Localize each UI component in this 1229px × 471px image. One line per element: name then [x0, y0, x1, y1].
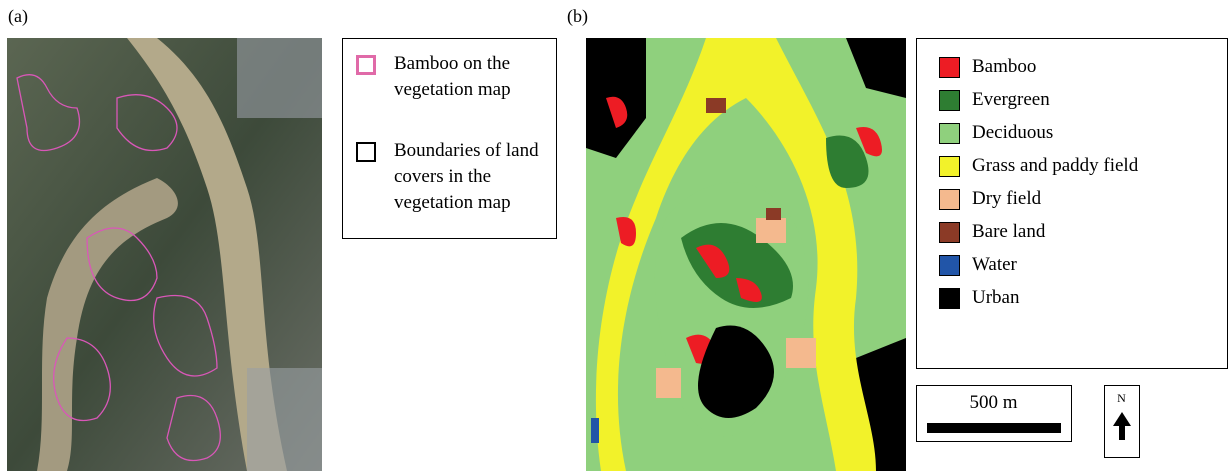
legend-text: Boundaries of land covers in the vegetat… [394, 138, 544, 216]
legend-swatch [939, 90, 960, 111]
satellite-image [7, 38, 322, 471]
legend-swatch [939, 189, 960, 210]
legend-swatch [939, 123, 960, 144]
legend-text: Deciduous [972, 120, 1053, 146]
legend-swatch [939, 288, 960, 309]
legend-text: Evergreen [972, 87, 1050, 113]
legend-text: Grass and paddy field [972, 153, 1138, 179]
panel-label: (b) [567, 6, 588, 27]
north-arrow-box: N [1104, 385, 1140, 458]
scale-bar [927, 423, 1061, 433]
legend-swatch [939, 156, 960, 177]
legend-swatch [356, 142, 376, 162]
legend-swatch [939, 255, 960, 276]
legend-text: Bare land [972, 219, 1045, 245]
legend-b: Bamboo Evergreen Deciduous Grass and paddy … [916, 38, 1228, 369]
legend-swatch [356, 55, 376, 75]
legend-text: Water [972, 252, 1017, 278]
legend-swatch [939, 57, 960, 78]
scale-bar-box: 500 m [916, 385, 1072, 442]
north-arrow [1111, 410, 1133, 442]
legend-text: Bamboo [972, 54, 1036, 80]
north-label: N [1105, 391, 1138, 406]
legend-text: Bamboo on the vegetation map [394, 51, 554, 103]
scale-bar-label: 500 m [917, 392, 1070, 414]
legend-a: Bamboo on the vegetation map Boundaries … [342, 38, 557, 239]
page: (a) Bamboo on the vegetation map Boundar… [0, 0, 1229, 471]
legend-text: Urban [972, 285, 1019, 311]
land-cover-map [586, 38, 906, 471]
legend-text: Dry field [972, 186, 1041, 212]
panel-label: (a) [8, 6, 28, 27]
legend-swatch [939, 222, 960, 243]
